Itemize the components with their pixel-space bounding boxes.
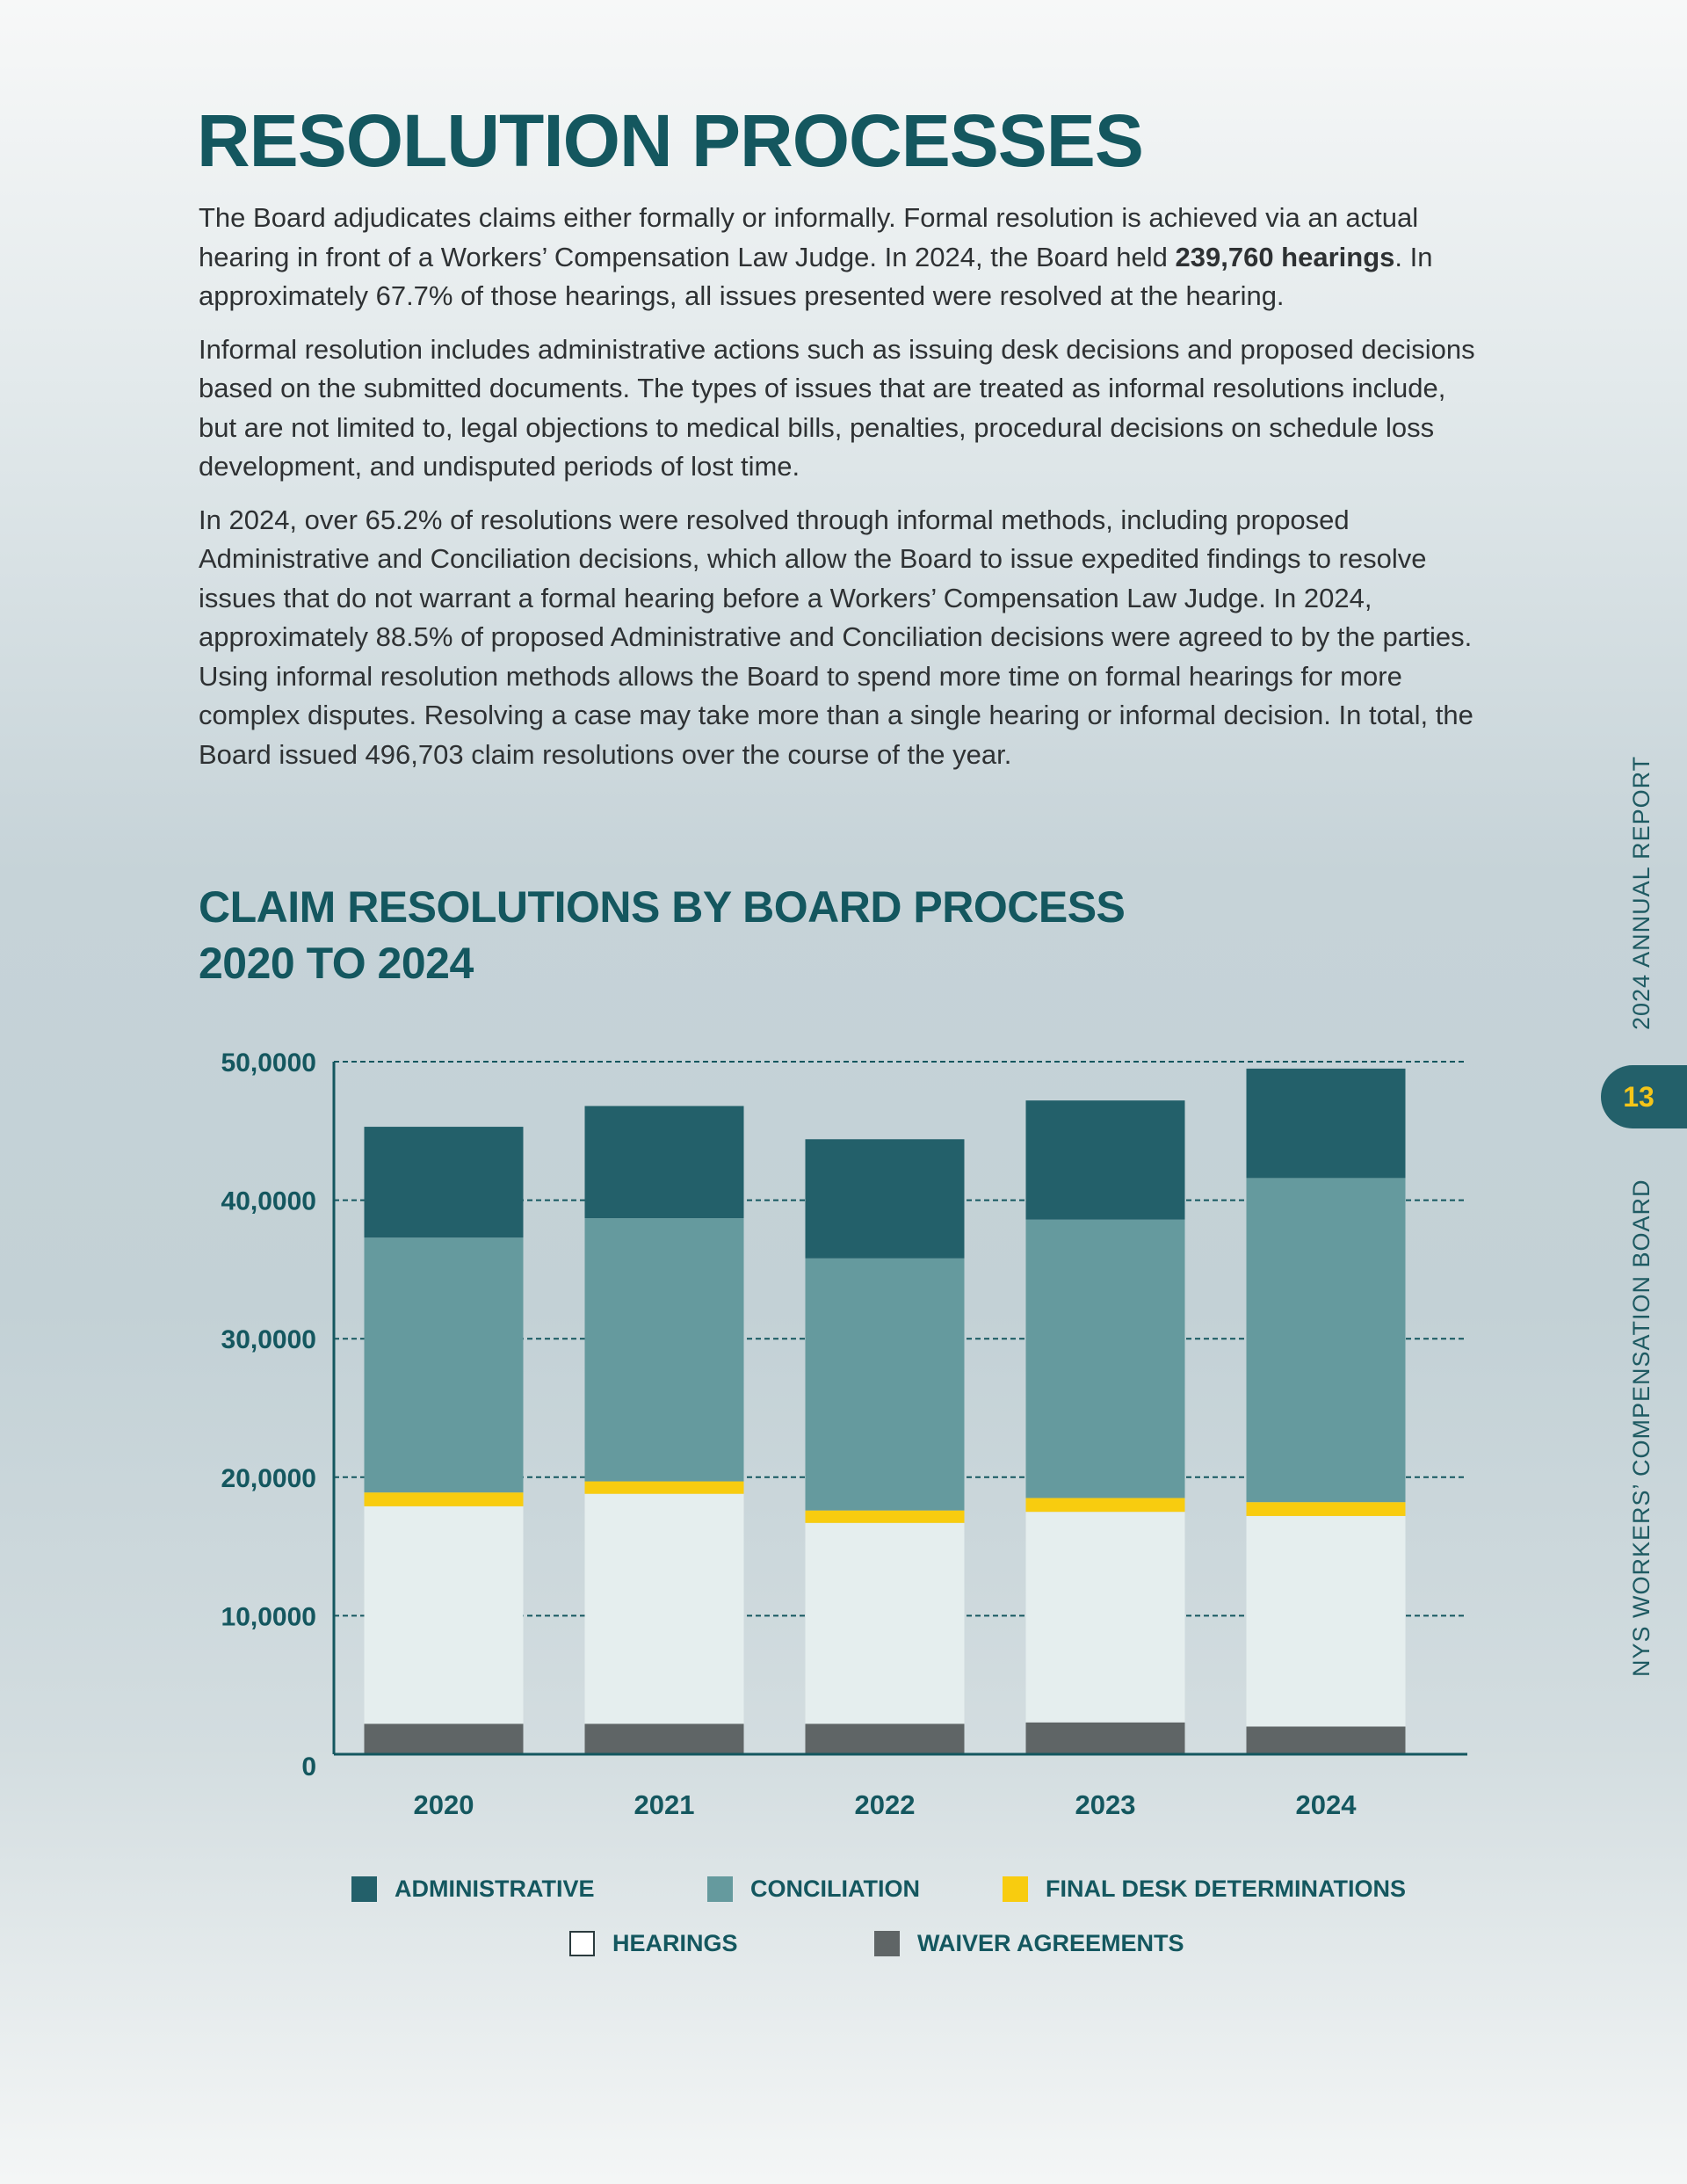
y-tick-label: 30,0000: [221, 1325, 316, 1354]
page-number-tab: 13: [1601, 1065, 1687, 1128]
bar-segment: [1025, 1498, 1185, 1513]
legend-label: ADMINISTRATIVE: [395, 1876, 595, 1902]
side-label-board-name: NYS WORKERS’ COMPENSATION BOARD: [1628, 1179, 1654, 1677]
bar-segment: [584, 1493, 744, 1724]
bar-segment: [805, 1522, 965, 1724]
bar-segment: [1025, 1722, 1185, 1754]
y-tick-label: 0: [301, 1752, 316, 1781]
chart-heading: CLAIM RESOLUTIONS BY BOARD PROCESS 2020 …: [199, 879, 1126, 991]
side-label-annual-report: 2024 ANNUAL REPORT: [1628, 755, 1654, 1030]
y-tick-label: 20,0000: [221, 1464, 316, 1493]
y-tick-label: 50,0000: [221, 1048, 316, 1077]
bar-segment: [364, 1127, 524, 1238]
y-tick-label: 40,0000: [221, 1187, 316, 1216]
body-text: The Board adjudicates claims either form…: [199, 199, 1490, 788]
bar-segment: [584, 1481, 744, 1494]
legend-item: ADMINISTRATIVE: [351, 1876, 595, 1903]
legend-label: FINAL DESK DETERMINATIONS: [1046, 1876, 1407, 1902]
bar-segment: [364, 1492, 524, 1506]
intro-paragraph: The Board adjudicates claims either form…: [199, 199, 1490, 316]
legend-item: FINAL DESK DETERMINATIONS: [1003, 1876, 1406, 1903]
legend-item: HEARINGS: [569, 1930, 738, 1957]
page-number: 13: [1623, 1080, 1654, 1113]
bar-segment: [1246, 1068, 1406, 1179]
bar-segment: [584, 1106, 744, 1219]
legend-label: HEARINGS: [612, 1930, 738, 1956]
bar-segment: [584, 1723, 744, 1754]
legend-swatch: [1003, 1876, 1028, 1902]
bar-segment: [1025, 1100, 1185, 1220]
chart-heading-line-1: CLAIM RESOLUTIONS BY BOARD PROCESS: [199, 882, 1126, 932]
bar-segment: [805, 1139, 965, 1259]
legend-label: WAIVER AGREEMENTS: [917, 1930, 1184, 1956]
y-tick-label: 10,0000: [221, 1602, 316, 1631]
legend-swatch: [351, 1876, 377, 1902]
legend-item: WAIVER AGREEMENTS: [874, 1930, 1184, 1957]
bar-segment: [1025, 1219, 1185, 1498]
legend-label: CONCILIATION: [750, 1876, 920, 1902]
bar-segment: [805, 1723, 965, 1754]
bar-segment: [364, 1723, 524, 1754]
informal-methods-paragraph: In 2024, over 65.2% of resolutions were …: [199, 504, 1473, 770]
bar-segment: [584, 1218, 744, 1482]
x-tick-label: 2023: [1075, 1789, 1136, 1820]
bar-segment: [364, 1506, 524, 1724]
chart-heading-line-2: 2020 TO 2024: [199, 939, 474, 988]
x-tick-label: 2021: [634, 1789, 695, 1820]
bar-segment: [364, 1237, 524, 1493]
x-tick-label: 2022: [855, 1789, 916, 1820]
x-tick-label: 2020: [414, 1789, 474, 1820]
bar-segment: [805, 1258, 965, 1511]
x-tick-label: 2024: [1296, 1789, 1358, 1820]
page-title: RESOLUTION PROCESSES: [197, 99, 1144, 182]
legend-swatch: [569, 1931, 595, 1956]
intro-text-end: . In approximately 67.7% of those hearin…: [199, 241, 1433, 312]
legend-swatch: [707, 1876, 733, 1902]
bar-segment: [1025, 1512, 1185, 1723]
bar-segment: [1246, 1726, 1406, 1754]
bar-segment: [805, 1510, 965, 1523]
intro-text-start: The Board adjudicates claims either form…: [199, 202, 1419, 272]
legend-item: CONCILIATION: [707, 1876, 920, 1903]
hearings-count-highlight: 239,760 hearings: [1175, 241, 1395, 272]
legend-swatch: [874, 1931, 900, 1956]
informal-resolution-paragraph: Informal resolution includes administrat…: [199, 333, 1475, 483]
bar-segment: [1246, 1502, 1406, 1516]
bar-segment: [1246, 1178, 1406, 1503]
bar-segment: [1246, 1515, 1406, 1727]
